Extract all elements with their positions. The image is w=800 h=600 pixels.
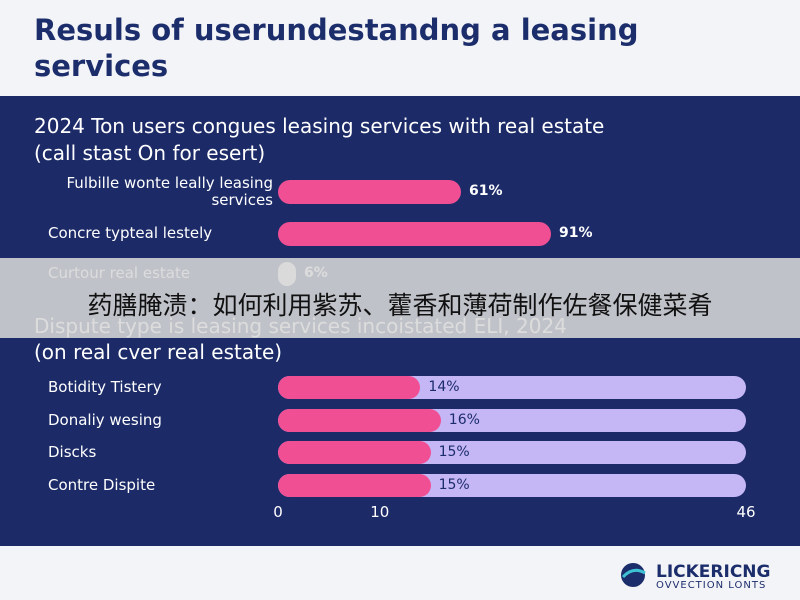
logo-tagline: OVVECTION LONTS [656,580,767,591]
bar [278,474,431,497]
bar [278,409,441,432]
banner-overlay [0,258,800,338]
category-label: Discks [48,443,97,461]
chart-subtitle: (call stast On for esert) [34,141,266,165]
logo-icon [621,563,646,587]
bar [278,222,551,246]
bar [278,441,431,464]
page-title: Resuls of userundestandng a leasing serv… [34,13,639,83]
value-label: 16% [448,411,480,428]
value-label: 61% [469,183,503,199]
x-tick-label: 0 [273,503,283,521]
value-label: 14% [428,378,460,395]
category-label: Concre typteal lestely [48,224,213,242]
category-label: Contre Dispite [48,476,156,494]
bar [278,376,421,399]
value-label: 91% [559,225,593,241]
category-label: Fulbille wonte leally leasing services [66,174,274,209]
category-label: Donaliy wesing [48,411,162,429]
banner-text: 药膳腌渍：如何利用紫苏、藿香和薄荷制作佐餐保健菜肴 [87,292,713,320]
chart-title: 2024 Ton users congues leasing services … [34,114,605,138]
logo-name: LICKERICNG [656,562,771,582]
footer [0,546,800,600]
category-label: Botidity Tistery [48,378,162,396]
x-tick-label: 10 [370,503,390,521]
value-label: 15% [438,476,470,493]
chart-subtitle: (on real cver real estate) [34,340,283,364]
value-label: 15% [438,443,470,460]
bar [278,180,461,204]
x-tick-label: 46 [736,503,756,521]
